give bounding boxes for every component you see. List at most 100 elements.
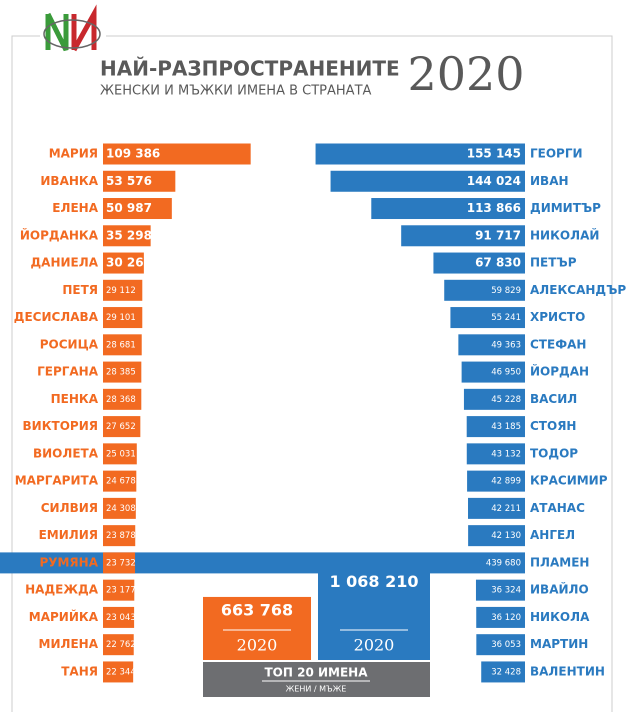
value-label: 36 324 — [491, 586, 521, 596]
category-label: ЕЛЕНА — [52, 201, 98, 215]
bar — [466, 416, 525, 438]
value-label: 32 428 — [491, 667, 521, 677]
value-label: 42 211 — [491, 504, 521, 514]
category-label: РОСИЦА — [40, 337, 99, 351]
bar — [433, 252, 525, 274]
bar — [103, 606, 135, 628]
value-label: 29 101 — [106, 313, 136, 323]
bar — [103, 443, 137, 465]
bar — [458, 334, 525, 356]
value-label: 24 678 — [106, 477, 136, 487]
value-label: 43 185 — [491, 422, 521, 432]
bar — [103, 279, 143, 301]
value-label: 22 762 — [106, 640, 136, 650]
frame — [11, 35, 613, 712]
bar — [450, 307, 525, 329]
category-label: ЙОРДАН — [530, 364, 589, 379]
bar — [463, 388, 525, 410]
total-bar — [203, 596, 311, 660]
value-label: 53 576 — [106, 174, 152, 188]
bar — [103, 388, 142, 410]
bar — [103, 579, 135, 601]
category-label: ИВАНКА — [40, 174, 98, 188]
total-year: 2020 — [237, 636, 278, 655]
title-year: 2020 — [407, 47, 524, 101]
male-bars: ГЕОРГИ 155 145 ИВАН 144 024 ДИМИТЪР 113 866 НИ… — [0, 143, 626, 683]
category-label: ИВАН — [530, 174, 569, 188]
value-label: 91 717 — [475, 228, 521, 242]
value-label: 28 681 — [106, 340, 136, 350]
category-label: ПЕТЪР — [530, 256, 577, 270]
category-label: МАРТИН — [530, 637, 588, 651]
value-label: 42 130 — [491, 531, 521, 541]
value-label: 35 298 — [106, 228, 152, 242]
category-label: ХРИСТО — [530, 310, 585, 324]
category-label: МИЛЕНА — [39, 637, 99, 651]
bar — [468, 525, 525, 547]
category-label: ПЕТЯ — [62, 283, 98, 297]
bar — [103, 634, 134, 656]
value-label: 43 132 — [491, 449, 521, 459]
value-label: 59 829 — [491, 286, 521, 296]
category-label: ДАНИЕЛА — [30, 256, 98, 270]
category-label: ТАНЯ — [61, 664, 98, 678]
value-label: 23 878 — [106, 531, 136, 541]
category-label: ПЛАМЕН — [530, 555, 589, 569]
bar — [103, 416, 141, 438]
category-label: ВАСИЛ — [530, 392, 577, 406]
value-label: 28 385 — [106, 368, 136, 378]
category-label: МАРИЯ — [49, 147, 98, 161]
bar — [371, 198, 525, 220]
category-label: МАРИЙКА — [29, 609, 99, 624]
value-label: 45 228 — [491, 395, 521, 405]
bar — [103, 552, 136, 574]
value-label: 46 950 — [491, 368, 521, 378]
bar — [103, 198, 172, 220]
bar — [103, 497, 136, 519]
value-label: 36 120 — [491, 613, 521, 623]
value-label: 42 899 — [491, 477, 521, 487]
category-label: АНГЕЛ — [530, 528, 575, 542]
category-label: АЛЕКСАНДЪР — [530, 283, 626, 297]
value-label: 23 732 — [106, 558, 136, 568]
caption: ТОП 20 ИМЕНА — [265, 666, 369, 680]
bar — [466, 443, 525, 465]
value-label: 23 177 — [106, 586, 136, 596]
category-label: ЙОРДАНКА — [20, 227, 99, 242]
category-label: НИКОЛА — [530, 610, 590, 624]
value-label: 27 652 — [106, 422, 136, 432]
value-label: 144 024 — [467, 174, 521, 188]
value-label: 30 269 — [106, 256, 152, 270]
bar — [481, 661, 525, 683]
sub-caption: ЖЕНИ / МЪЖЕ — [286, 685, 347, 694]
caption-box — [203, 662, 430, 697]
value-label: 109 386 — [106, 147, 160, 161]
bar — [468, 497, 525, 519]
total-bar — [318, 558, 430, 660]
value-label: 50 987 — [106, 201, 152, 215]
value-label: 36 053 — [491, 640, 521, 650]
bar — [103, 525, 136, 547]
category-label: СТОЯН — [530, 419, 576, 433]
category-label: ИВАЙЛО — [530, 582, 589, 597]
bar — [103, 470, 137, 492]
category-label: ДЕСИСЛАВА — [14, 310, 99, 324]
category-label: ТОДОР — [530, 446, 578, 460]
bar — [475, 579, 525, 601]
total-label: 663 768 — [221, 600, 293, 619]
category-label: КРАСИМИР — [530, 474, 608, 488]
category-label: ГЕОРГИ — [530, 147, 583, 161]
category-label: АТАНАС — [530, 501, 585, 515]
value-label: 22 344 — [106, 667, 136, 677]
value-label: 24 308 — [106, 504, 136, 514]
bar — [103, 307, 143, 329]
bar — [103, 252, 144, 274]
totals: 663 768 2020 1 068 210 2020 ТОП 20 ИМЕНА ЖЕНИ… — [203, 558, 430, 697]
total-label: 1 068 210 — [329, 572, 418, 591]
category-label: ВАЛЕНТИН — [530, 664, 605, 678]
bar — [330, 170, 525, 192]
bar — [476, 634, 525, 656]
total-year: 2020 — [354, 636, 395, 655]
bar — [315, 143, 525, 165]
